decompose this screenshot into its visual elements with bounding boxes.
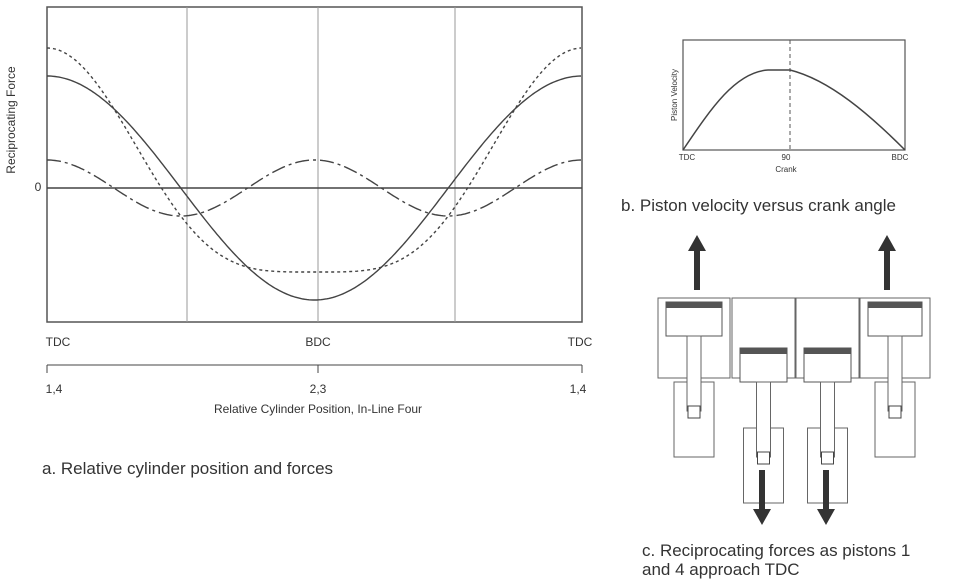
force-curve <box>46 47 582 273</box>
arrow-head <box>817 509 835 525</box>
force-curve <box>47 159 582 217</box>
pin <box>757 451 770 465</box>
caption: and 4 approach TDC <box>642 560 800 579</box>
piston-crown <box>868 302 922 308</box>
velocity-curve <box>682 69 906 151</box>
arrow-head <box>688 235 706 251</box>
tick-label: 90 <box>782 153 791 162</box>
cylinder-label: 1,4 <box>46 382 63 396</box>
crank-web <box>874 381 916 458</box>
caption: a. Relative cylinder position and forces <box>42 459 333 478</box>
position-label: TDC <box>46 335 71 349</box>
y-axis-label: Reciprocating Force <box>4 66 18 174</box>
cylinder-label: 1,4 <box>570 382 587 396</box>
rod <box>887 335 903 412</box>
piston-crown <box>666 302 722 308</box>
x-axis-label: Crank <box>775 165 797 174</box>
caption: c. Reciprocating forces as pistons 1 <box>642 541 910 560</box>
rod <box>756 381 771 458</box>
zero-label: 0 <box>35 180 42 194</box>
curves <box>46 47 582 301</box>
pin <box>687 405 701 419</box>
tick-label: TDC <box>679 153 696 162</box>
caption: b. Piston velocity versus crank angle <box>621 196 896 215</box>
engine-drawing <box>657 235 931 525</box>
plot-frame <box>682 39 906 151</box>
piston-crown <box>740 348 787 354</box>
rod <box>820 381 835 458</box>
rod <box>686 335 702 412</box>
piston-crown <box>804 348 851 354</box>
y-axis-label: Piston Velocity <box>670 69 679 121</box>
force-curve <box>47 75 582 301</box>
position-label: BDC <box>305 335 331 349</box>
x-axis-label: Relative Cylinder Position, In-Line Four <box>214 402 422 416</box>
tick-label: BDC <box>892 153 909 162</box>
plot-frame <box>46 6 583 323</box>
pin <box>821 451 834 465</box>
pin <box>888 405 902 419</box>
arrow-head <box>878 235 896 251</box>
cylinder-label: 2,3 <box>310 382 327 396</box>
arrow-head <box>753 509 771 525</box>
position-label: TDC <box>568 335 593 349</box>
